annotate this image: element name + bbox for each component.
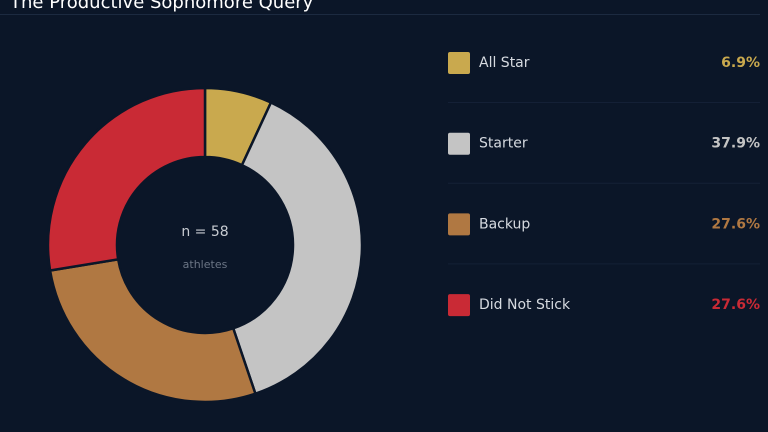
center-sublabel: athletes (183, 258, 228, 271)
legend-swatch (448, 132, 470, 155)
legend-value: 6.9% (721, 55, 760, 71)
legend-swatch (448, 52, 470, 74)
legend-label: Starter (479, 136, 528, 152)
legend-label: All Star (479, 55, 530, 71)
legend-value: 27.6% (711, 297, 760, 313)
donut-segment (46, 86, 207, 272)
legend-value: 27.6% (711, 216, 760, 232)
center-label: n = 58 (181, 224, 228, 240)
donut-segment (48, 257, 257, 404)
legend-label: Did Not Stick (479, 297, 571, 313)
donut-segment (231, 100, 364, 396)
legend-label: Backup (479, 216, 530, 232)
legend-swatch (448, 213, 470, 236)
chart-title: The Productive Sophomore Query (9, 0, 314, 13)
legend-swatch (448, 294, 470, 317)
legend-value: 37.9% (711, 136, 760, 152)
